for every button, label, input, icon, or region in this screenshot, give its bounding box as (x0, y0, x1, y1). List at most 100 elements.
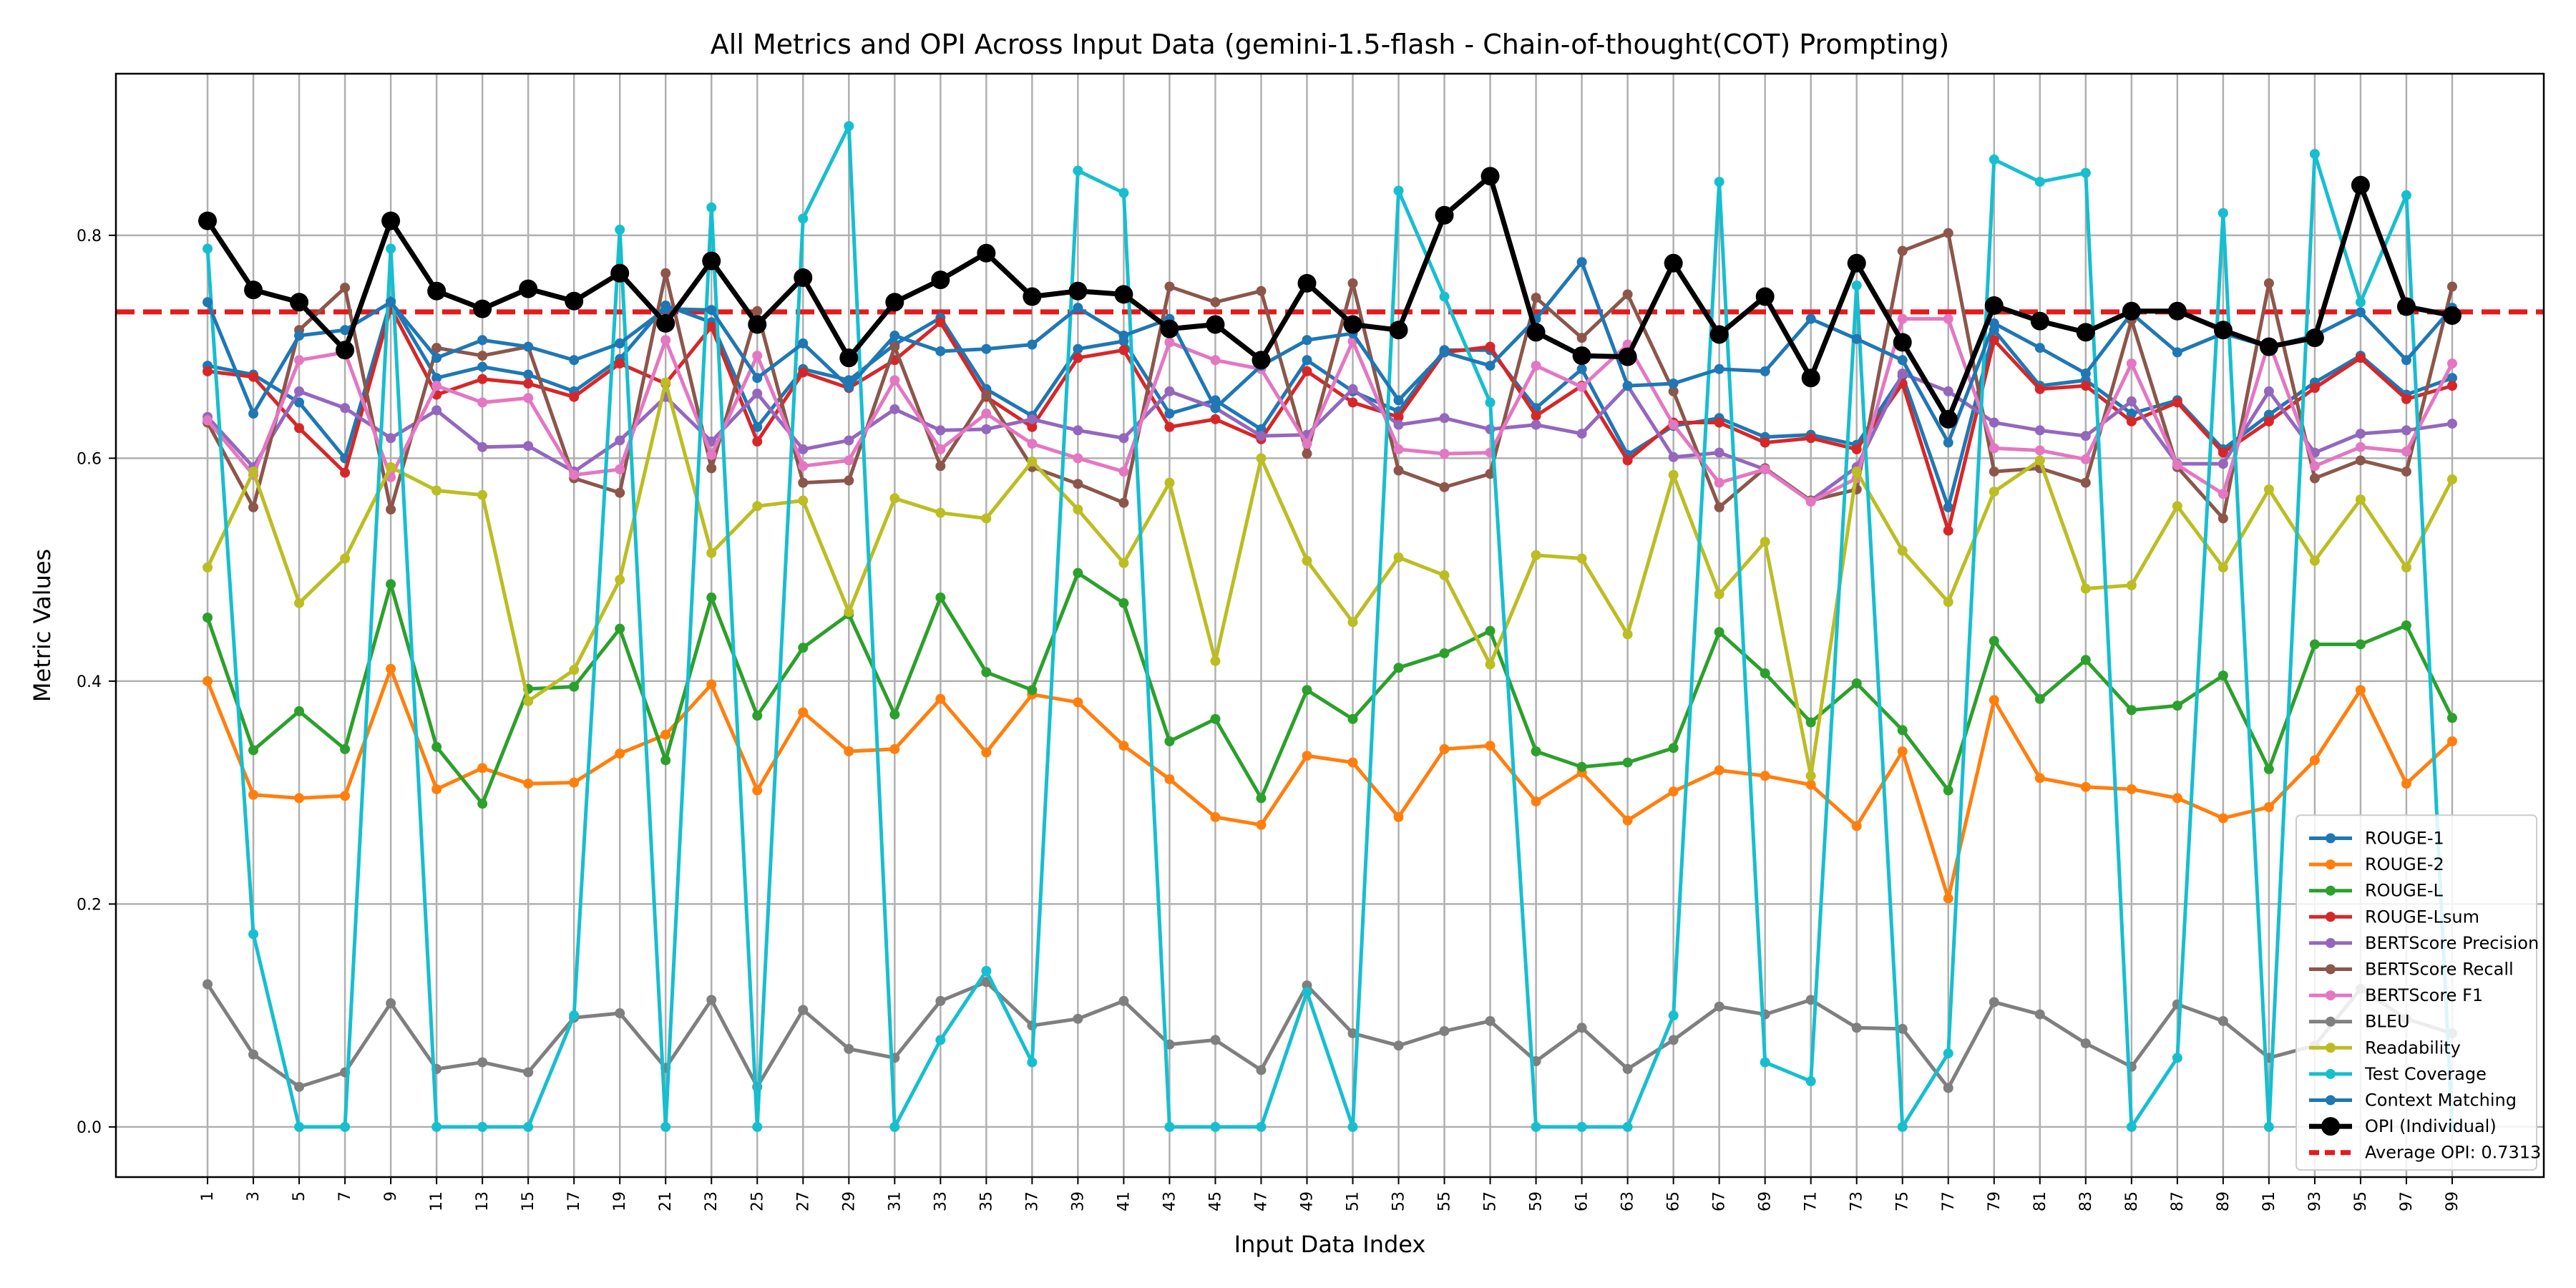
data-point (1897, 725, 1908, 736)
data-point (1897, 1023, 1908, 1034)
data-point (523, 696, 534, 706)
data-point (1206, 315, 1225, 334)
legend-label: Readability (2365, 1038, 2461, 1058)
data-point (889, 709, 900, 720)
data-point (2446, 474, 2457, 484)
data-point (1622, 1063, 1633, 1074)
data-point (1851, 1023, 1862, 1033)
data-point (386, 663, 396, 674)
data-point (660, 729, 671, 740)
data-point (2351, 175, 2370, 195)
data-point (386, 579, 396, 590)
x-tick-label: 9 (382, 1191, 400, 1201)
data-point (431, 485, 442, 496)
x-tick-label: 89 (2215, 1191, 2233, 1211)
legend-marker (2321, 1117, 2340, 1136)
data-point (248, 371, 259, 382)
data-point (248, 745, 259, 756)
data-point (981, 747, 992, 758)
data-point (2446, 373, 2457, 384)
data-point (1393, 663, 1404, 673)
data-point (1851, 821, 1862, 831)
x-tick-label: 43 (1161, 1191, 1179, 1211)
legend-marker (2326, 885, 2336, 896)
data-point (935, 693, 946, 704)
x-tick-label: 91 (2260, 1191, 2278, 1211)
data-point (477, 489, 488, 500)
data-point (2126, 396, 2137, 406)
data-point (1897, 313, 1908, 324)
x-tick-label: 87 (2169, 1191, 2187, 1211)
x-tick-label: 93 (2306, 1191, 2324, 1211)
data-point (706, 995, 717, 1005)
data-point (2126, 409, 2137, 419)
x-tick-label: 61 (1574, 1191, 1591, 1211)
data-point (752, 501, 763, 512)
data-point (1256, 793, 1267, 804)
data-point (1668, 452, 1679, 462)
data-point (1164, 736, 1175, 746)
data-point (2080, 368, 2091, 379)
x-tick-label: 3 (245, 1191, 263, 1201)
data-point (1714, 364, 1724, 374)
data-point (1851, 467, 1862, 477)
data-point (569, 681, 580, 692)
data-point (1389, 321, 1408, 340)
data-point (1256, 1121, 1267, 1132)
y-tick-label: 0.2 (77, 896, 102, 914)
data-point (523, 341, 534, 352)
data-point (1989, 467, 1999, 477)
legend-label: OPI (Individual) (2365, 1116, 2497, 1136)
data-point (1210, 414, 1221, 424)
data-point (1160, 319, 1179, 338)
data-point (1576, 553, 1587, 564)
data-point (660, 755, 671, 766)
data-point (477, 374, 488, 384)
legend-marker (2326, 833, 2336, 844)
data-point (2172, 701, 2182, 711)
x-tick-label: 95 (2352, 1191, 2370, 1211)
data-point (294, 1121, 305, 1132)
data-point (336, 341, 355, 360)
data-point (885, 293, 904, 312)
data-point (2213, 321, 2233, 340)
data-point (2080, 167, 2091, 178)
data-point (248, 502, 259, 512)
data-point (477, 335, 488, 346)
data-point (294, 423, 305, 434)
data-point (2446, 713, 2457, 723)
data-point (1897, 368, 1908, 379)
x-tick-label: 5 (291, 1191, 308, 1201)
data-point (844, 121, 854, 132)
data-point (2218, 513, 2228, 524)
data-point (1073, 567, 1083, 578)
data-point (981, 409, 992, 419)
data-point (935, 461, 946, 472)
data-point (1989, 154, 1999, 165)
data-point (2355, 441, 2366, 452)
series-rouge-2 (203, 663, 2457, 904)
data-point (1164, 409, 1175, 419)
x-tick-label: 49 (1298, 1191, 1316, 1211)
x-tick-label: 51 (1345, 1191, 1362, 1211)
data-point (431, 1121, 442, 1132)
axis-layer: 1 3 5 7 9 11 13 15 17 19 21 23 25 27 29 31 33 35 37 39 41 43 4… (77, 228, 2462, 1211)
data-point (798, 213, 809, 224)
data-point (1027, 439, 1038, 449)
data-point (839, 348, 859, 368)
data-point (2263, 763, 2274, 774)
x-tick-label: 83 (2077, 1191, 2095, 1211)
data-point (523, 379, 534, 389)
data-point (2172, 793, 2182, 804)
data-point (477, 441, 488, 452)
data-point (473, 299, 492, 318)
data-point (844, 1043, 854, 1054)
data-point (1989, 335, 1999, 346)
data-point (660, 1121, 671, 1132)
data-point (1256, 453, 1267, 464)
data-point (2080, 454, 2091, 464)
data-point (1393, 395, 1404, 406)
data-point (2218, 1015, 2228, 1026)
data-point (1714, 177, 1724, 187)
